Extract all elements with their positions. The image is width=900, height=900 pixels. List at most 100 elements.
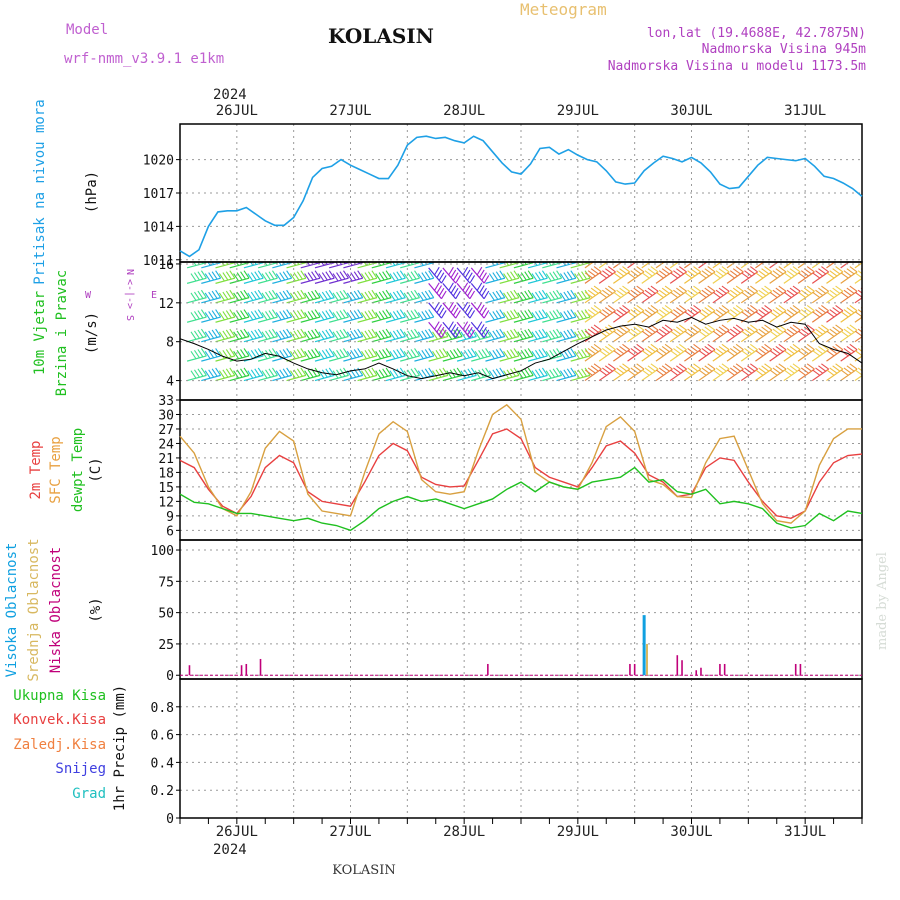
wind-barb-flag [286,328,293,337]
wind-barb-flag [549,272,556,281]
wind-barb-flag [655,330,664,337]
wind-barb-shaft [840,310,858,323]
y-tick-label: 0 [166,812,174,827]
wind-barb-flag [775,307,784,314]
wind-barb-flag [608,251,615,256]
wind-barb-flag [225,329,232,338]
wind-barb-flag [538,329,545,338]
wind-barb [371,348,392,362]
wind-barb-shaft [740,310,758,323]
cloud-low-bar [681,660,683,676]
wind-barb-flag [574,273,581,282]
wind-barb-shaft [684,310,702,323]
wind-barb [371,367,392,382]
wind-barb-flag [541,289,548,298]
wind-barb-shaft [470,321,485,338]
wind-barb-flag [619,345,628,353]
wind-barb-shaft [684,271,702,284]
wind-barb-flag [783,330,792,337]
wind-barb-flag [552,271,559,280]
wind-barb [655,363,673,382]
wind-barb-flag [324,262,328,265]
wind-barb-shaft [229,277,250,284]
wind-barb-flag [806,305,815,312]
wind-barb-shaft [556,355,576,362]
wind-barb [470,321,490,338]
wind-barb-flag [854,311,862,318]
wind-barb-flag [758,270,767,277]
wind-barb-flag [806,363,815,370]
wind-barb-flag [818,365,827,372]
wind-barb-flag [513,289,520,298]
wind-barb-shaft [726,368,744,382]
wind-barb-flag [538,368,545,377]
wind-barb-flag [438,287,445,297]
wind-barb-shaft [186,335,207,343]
wind-barb-flag [693,363,702,370]
wind-barb [755,324,773,343]
wind-barb-flag [296,310,303,319]
wind-barb-flag [655,311,664,318]
wind-barb [613,363,631,382]
wind-barb-flag [503,312,510,321]
wind-barb-flag [835,305,844,312]
wind-barb-shaft [329,262,349,269]
wind-barb-flag [847,253,854,258]
wind-barb-flag [647,307,656,314]
wind-barb-shaft [343,355,363,362]
wind-barb-flag [531,350,538,360]
wind-barb-flag [829,289,838,296]
wind-barb-flag [604,287,613,294]
wind-barb-flag [676,253,683,258]
wind-barb [598,324,616,343]
wind-barb-flag [747,287,755,294]
wind-barb-shaft [726,290,744,304]
wind-barb-flag [815,289,824,296]
wind-barb-flag [240,368,247,377]
wind-barb-flag [662,253,669,258]
wind-barb [400,309,421,323]
wind-barb-flag [193,262,197,266]
wind-barb-flag [584,330,593,337]
wind-barb-shaft [257,316,278,323]
wind-barb-flag [630,328,639,335]
wind-barb [840,285,858,304]
wind-barb-flag [495,290,502,299]
y-tick-label: 33 [158,394,174,409]
y-tick-label: 4 [166,375,174,390]
wind-barb-flag [446,331,453,340]
wind-barb [740,262,751,269]
wind-barb-flag [407,350,414,359]
wind-barb [428,348,449,362]
wind-barb-shaft [400,262,420,269]
wind-barb-flag [604,365,613,372]
wind-barb-flag [524,310,531,319]
wind-barb-flag [806,285,815,292]
wind-barb-flag [296,271,303,280]
wind-barb-flag [806,324,815,331]
wind-barb-flag [698,291,707,298]
wind-barb-flag [240,349,247,358]
wind-barb-shaft [243,335,264,343]
wind-barb-flag [694,251,701,256]
wind-barb [570,328,591,343]
wind-barb-flag [488,350,495,360]
wind-barb-flag [446,370,453,379]
wind-barb-flag [439,368,445,377]
wind-barb-shaft [385,335,406,343]
wind-barb-flag [417,273,424,282]
wind-barb-flag [190,350,197,360]
wind-barb-shaft [428,321,442,338]
wind-barb-shaft [712,290,730,304]
wind-barb-shaft [840,329,858,343]
wind-barb-flag [843,367,852,374]
wind-barb-flag [250,369,257,378]
y-tick-label: 1014 [143,220,174,235]
wind-barb-shaft [499,374,520,382]
wind-barb-shaft [783,310,801,323]
wind-barb-flag [438,326,445,336]
wind-barb-shaft [485,335,505,343]
wind-barb-flag [630,270,639,277]
wind-barb-flag [721,363,730,370]
wind-barb-flag [314,309,321,318]
